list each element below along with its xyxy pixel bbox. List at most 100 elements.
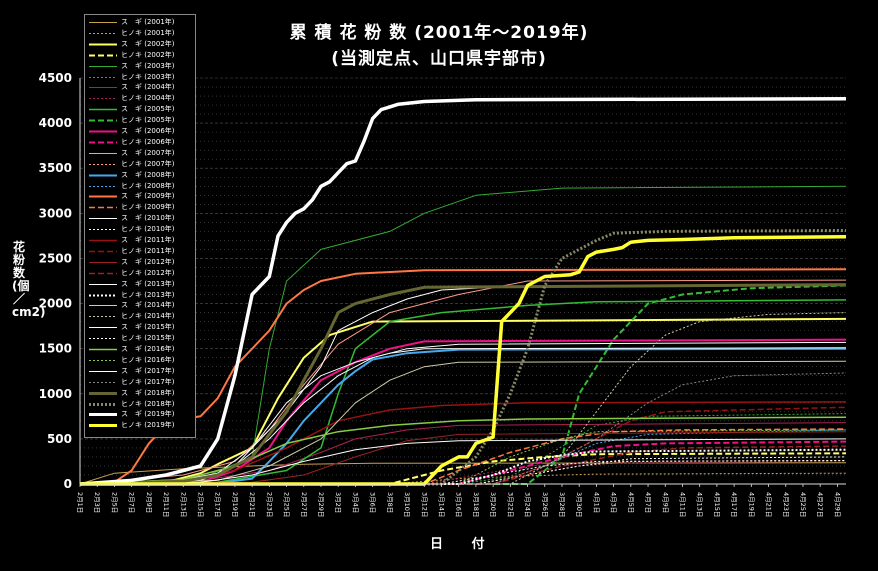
legend-item: ス ギ (2017年) bbox=[87, 367, 193, 376]
x-tick-label: 2月15日 bbox=[196, 492, 204, 517]
legend-swatch bbox=[89, 141, 117, 144]
legend-label: ス ギ (2007年) bbox=[121, 148, 175, 157]
legend-label: ヒノキ (2017年) bbox=[121, 377, 175, 386]
legend-item: ス ギ (2001年) bbox=[87, 18, 193, 27]
x-tick-label: 3月28日 bbox=[558, 492, 566, 517]
legend-item: ス ギ (2015年) bbox=[87, 323, 193, 332]
x-tick-label: 2月27日 bbox=[300, 492, 308, 517]
legend-label: ス ギ (2010年) bbox=[121, 214, 175, 223]
x-tick-label: 4月29日 bbox=[833, 492, 841, 517]
legend-item: ヒノキ (2013年) bbox=[87, 291, 193, 300]
series-line-5 bbox=[79, 185, 847, 485]
legend-label: ス ギ (2012年) bbox=[121, 257, 175, 266]
x-tick-label: 2月25日 bbox=[283, 492, 291, 517]
legend-swatch bbox=[89, 22, 117, 23]
y-tick-label: 3000 bbox=[39, 206, 72, 220]
legend-label: ス ギ (2018年) bbox=[121, 388, 175, 397]
y-tick-label: 2000 bbox=[39, 297, 72, 311]
y-tick-label: 1000 bbox=[39, 387, 72, 401]
legend-label: ヒノキ (2006年) bbox=[121, 137, 175, 146]
x-axis-label: 日 付 bbox=[430, 537, 497, 552]
legend-swatch bbox=[89, 261, 117, 263]
legend-item: ヒノキ (2015年) bbox=[87, 334, 193, 343]
legend-item: ヒノキ (2003年) bbox=[87, 73, 193, 82]
legend-swatch bbox=[89, 305, 117, 307]
legend-swatch bbox=[89, 316, 117, 318]
legend-label: ヒノキ (2015年) bbox=[121, 334, 175, 343]
series-line-9 bbox=[79, 299, 847, 485]
x-tick-label: 4月15日 bbox=[713, 492, 721, 517]
legend-item: ス ギ (2006年) bbox=[87, 127, 193, 136]
legend-item: ス ギ (2007年) bbox=[87, 149, 193, 158]
legend-label: ヒノキ (2002年) bbox=[121, 50, 175, 59]
series-line-18 bbox=[80, 428, 847, 485]
legend-label: ヒノキ (2012年) bbox=[121, 268, 175, 277]
legend-label: ヒノキ (2003年) bbox=[121, 72, 175, 81]
x-tick-label: 4月11日 bbox=[678, 492, 686, 517]
series-line-17 bbox=[79, 268, 847, 485]
x-tick-label: 3月12日 bbox=[420, 492, 428, 517]
series-line-2 bbox=[80, 472, 847, 485]
x-tick-label: 3月2日 bbox=[334, 492, 342, 513]
series-line-15 bbox=[79, 347, 847, 485]
legend-item: ヒノキ (2004年) bbox=[87, 94, 193, 103]
legend-item: ス ギ (2013年) bbox=[87, 280, 193, 289]
legend-label: ヒノキ (2016年) bbox=[121, 355, 175, 364]
legend-label: ヒノキ (2011年) bbox=[121, 246, 175, 255]
legend-item: ス ギ (2010年) bbox=[87, 214, 193, 223]
x-tick-label: 4月25日 bbox=[799, 492, 807, 517]
legend-swatch bbox=[89, 348, 117, 351]
legend-item: ヒノキ (2019年) bbox=[87, 421, 193, 430]
x-tick-label: 3月18日 bbox=[472, 492, 480, 517]
x-tick-label: 3月8日 bbox=[386, 492, 394, 513]
legend-swatch bbox=[89, 174, 117, 177]
series-line-29 bbox=[79, 347, 847, 485]
legend-swatch bbox=[89, 294, 117, 296]
legend-label: ス ギ (2013年) bbox=[121, 279, 175, 288]
x-tick-label: 4月7日 bbox=[644, 492, 652, 513]
series-line-3 bbox=[79, 317, 847, 485]
x-tick-label: 2月23日 bbox=[265, 492, 273, 517]
x-tick-label: 3月22日 bbox=[506, 492, 514, 517]
legend-label: ス ギ (2005年) bbox=[121, 105, 175, 114]
legend-label: ヒノキ (2014年) bbox=[121, 312, 175, 321]
y-tick-label: 500 bbox=[47, 432, 72, 446]
legend-swatch bbox=[89, 207, 117, 209]
legend-label: ス ギ (2006年) bbox=[121, 127, 175, 135]
x-tick-label: 3月10日 bbox=[403, 492, 411, 517]
legend: ス ギ (2001年) ヒノキ (2001年) ス ギ (2002年) ヒノキ (20… bbox=[84, 14, 196, 438]
x-tick-label: 2月29日 bbox=[317, 492, 325, 517]
x-tick-label: 3月4日 bbox=[351, 492, 359, 513]
x-tick-label: 2月3日 bbox=[93, 492, 101, 513]
x-tick-label: 4月17日 bbox=[730, 492, 738, 517]
legend-item: ヒノキ (2014年) bbox=[87, 312, 193, 321]
chart-title: 累 積 花 粉 数 (2001年～2019年) bbox=[289, 23, 589, 43]
legend-swatch bbox=[89, 152, 117, 154]
legend-label: ス ギ (2014年) bbox=[121, 301, 175, 310]
series-line-22 bbox=[80, 406, 847, 485]
legend-label: ス ギ (2015年) bbox=[121, 323, 175, 332]
x-tick-label: 2月11日 bbox=[162, 492, 170, 517]
series-line-33 bbox=[79, 438, 847, 485]
legend-item: ヒノキ (2007年) bbox=[87, 160, 193, 169]
series-line-27 bbox=[79, 360, 847, 485]
x-tick-label: 4月21日 bbox=[765, 492, 773, 517]
series-line-10 bbox=[80, 284, 847, 485]
legend-label: ヒノキ (2001年) bbox=[121, 28, 175, 37]
x-tick-label: 2月1日 bbox=[76, 492, 84, 513]
x-tick-label: 2月13日 bbox=[179, 492, 187, 517]
legend-label: ス ギ (2004年) bbox=[121, 83, 175, 92]
legend-item: ス ギ (2019年) bbox=[87, 410, 193, 419]
tick-labels: 0 500 1000 1500 2000 2500 3000 3500 4000 4500 2月1日… bbox=[39, 71, 842, 517]
x-tick-label: 2月19日 bbox=[231, 492, 239, 517]
series-line-36 bbox=[80, 229, 847, 486]
series-line-1 bbox=[79, 462, 847, 485]
legend-swatch bbox=[89, 43, 117, 46]
legend-item: ヒノキ (2018年) bbox=[87, 400, 193, 409]
legend-item: ス ギ (2003年) bbox=[87, 62, 193, 71]
legend-swatch bbox=[89, 359, 117, 361]
legend-item: ヒノキ (2002年) bbox=[87, 51, 193, 60]
series-line-23 bbox=[79, 431, 847, 485]
legend-swatch bbox=[89, 218, 117, 220]
